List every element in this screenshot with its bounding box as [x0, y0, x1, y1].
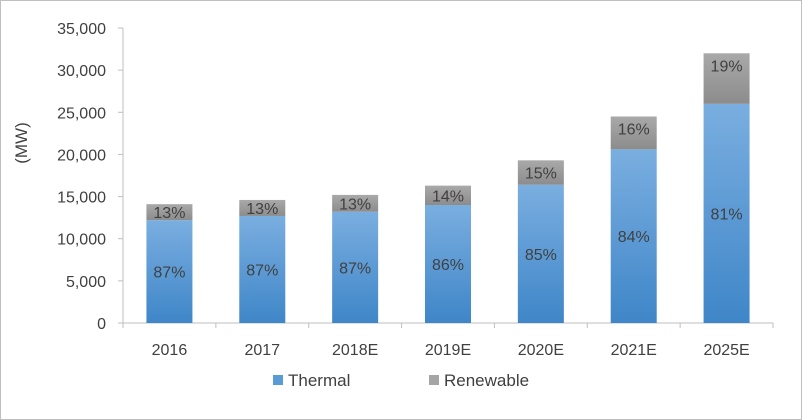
x-tick-label: 2020E: [518, 342, 564, 359]
data-label-thermal: 87%: [339, 260, 371, 277]
y-axis: 0 5,000 10,000 15,000 20,000 25,000 30,000 35,0…: [57, 21, 124, 333]
data-label-renewable: 16%: [618, 122, 650, 139]
data-label-renewable: 15%: [525, 165, 557, 182]
data-label-renewable: 13%: [339, 196, 371, 213]
x-tick-label: 2021E: [611, 342, 657, 359]
data-label-thermal: 81%: [711, 206, 743, 223]
legend-label-renewable: Renewable: [444, 371, 529, 390]
bar-thermal-2017: [239, 215, 286, 323]
x-tick-label: 2016: [152, 342, 188, 359]
y-tick-label: 35,000: [57, 21, 106, 38]
data-labels: 87% 13% 87% 13% 87% 13% 86% 14% 85% 15% 84% 16% 81% 1…: [153, 58, 742, 281]
data-label-renewable: 13%: [246, 201, 278, 218]
bar-thermal-2016: [146, 220, 193, 323]
y-tick-label: 30,000: [57, 63, 106, 80]
y-axis-title: (MW): [12, 122, 31, 164]
bar-thermal-2021e: [610, 149, 657, 323]
y-tick-label: 15,000: [57, 190, 106, 207]
bar-renewable-2017: [239, 199, 286, 216]
bar-renewable-2019e: [425, 185, 471, 205]
data-label-renewable: 14%: [432, 188, 464, 205]
bar-thermal-2025e: [703, 103, 750, 323]
legend-swatch-renewable: [429, 375, 439, 385]
data-label-thermal: 84%: [618, 229, 650, 246]
x-tick-label: 2017: [244, 342, 280, 359]
y-tick-label: 25,000: [57, 105, 106, 122]
legend-swatch-thermal: [273, 375, 283, 385]
bar-renewable-2021e: [610, 116, 657, 150]
data-label-thermal: 87%: [246, 262, 278, 279]
bar-renewable-2018e: [332, 194, 379, 212]
bar-thermal-2020e: [517, 184, 564, 323]
legend: Thermal Renewable: [273, 371, 529, 390]
y-tick-label: 0: [97, 316, 106, 333]
y-tick-label: 10,000: [57, 232, 106, 249]
y-tick-label: 20,000: [57, 147, 106, 164]
data-label-thermal: 86%: [432, 257, 464, 274]
data-label-renewable: 13%: [153, 205, 185, 222]
bar-renewable-2016: [146, 204, 193, 221]
x-tick-label: 2019E: [425, 342, 471, 359]
bar-thermal-2018e: [332, 211, 379, 323]
x-axis: 2016 2017 2018E 2019E 2020E 2021E 2025E: [122, 322, 774, 359]
bar-renewable-2025e: [703, 53, 750, 104]
data-label-renewable: 19%: [711, 58, 743, 75]
legend-label-thermal: Thermal: [288, 371, 350, 390]
data-label-thermal: 87%: [153, 265, 185, 282]
x-tick-label: 2025E: [703, 342, 749, 359]
bar-stacks: [146, 53, 750, 323]
y-tick-label: 5,000: [66, 274, 106, 291]
data-label-thermal: 85%: [525, 247, 557, 264]
bar-renewable-2020e: [517, 160, 564, 185]
bar-thermal-2019e: [425, 205, 471, 323]
x-tick-label: 2018E: [332, 342, 378, 359]
